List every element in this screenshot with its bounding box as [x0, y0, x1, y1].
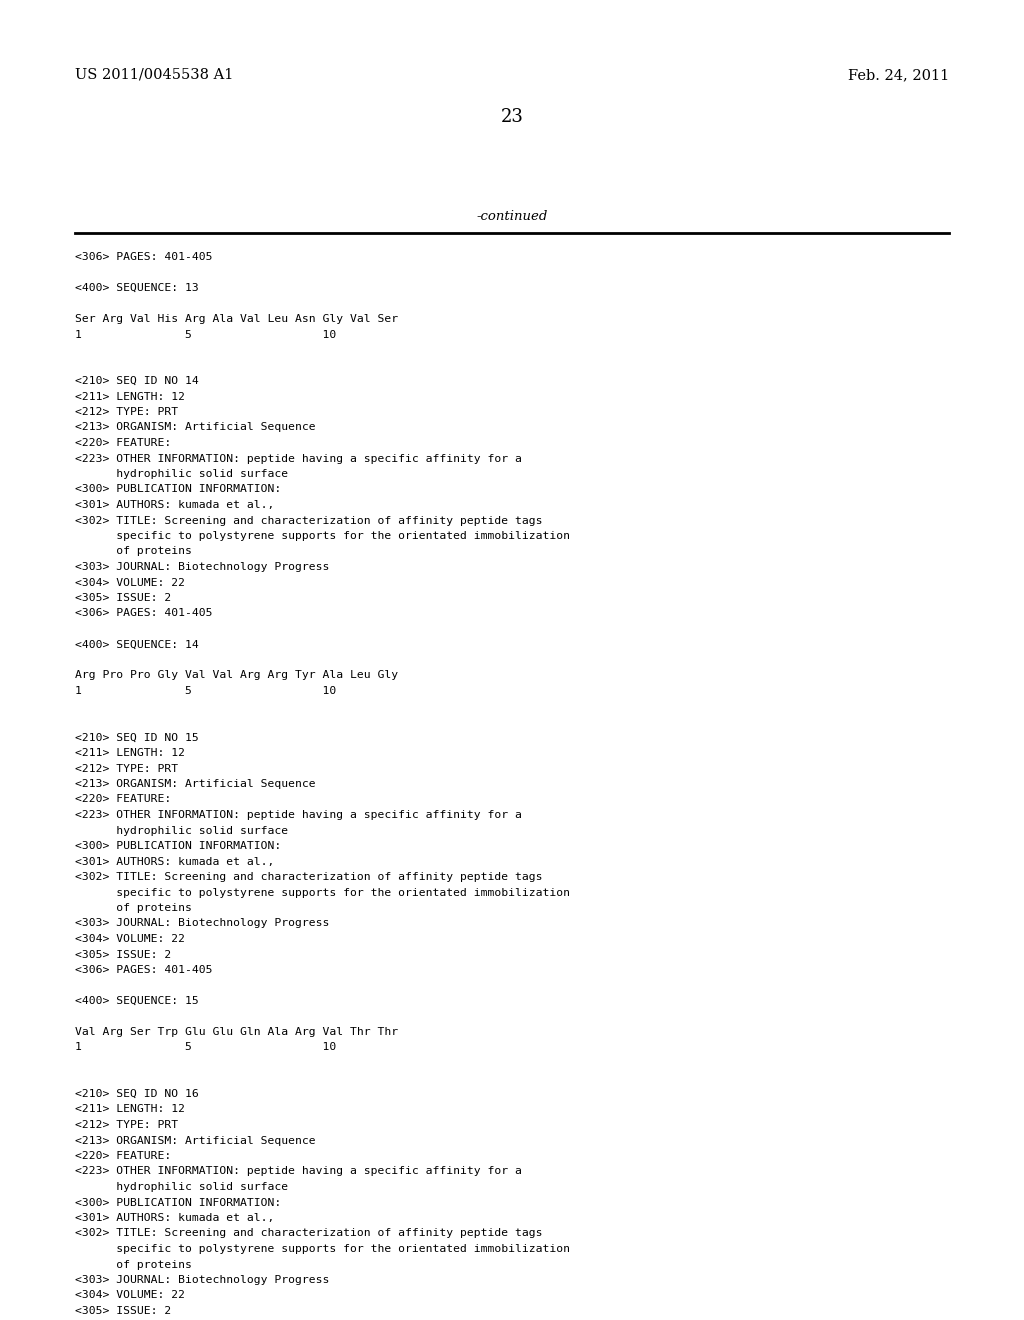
Text: <301> AUTHORS: kumada et al.,: <301> AUTHORS: kumada et al.,: [75, 857, 274, 866]
Text: 1               5                   10: 1 5 10: [75, 686, 336, 696]
Text: <300> PUBLICATION INFORMATION:: <300> PUBLICATION INFORMATION:: [75, 841, 282, 851]
Text: US 2011/0045538 A1: US 2011/0045538 A1: [75, 69, 233, 82]
Text: <212> TYPE: PRT: <212> TYPE: PRT: [75, 407, 178, 417]
Text: of proteins: of proteins: [75, 546, 191, 557]
Text: <210> SEQ ID NO 15: <210> SEQ ID NO 15: [75, 733, 199, 742]
Text: <223> OTHER INFORMATION: peptide having a specific affinity for a: <223> OTHER INFORMATION: peptide having …: [75, 810, 522, 820]
Text: <305> ISSUE: 2: <305> ISSUE: 2: [75, 1305, 171, 1316]
Text: <302> TITLE: Screening and characterization of affinity peptide tags: <302> TITLE: Screening and characterizat…: [75, 516, 543, 525]
Text: Val Arg Ser Trp Glu Glu Gln Ala Arg Val Thr Thr: Val Arg Ser Trp Glu Glu Gln Ala Arg Val …: [75, 1027, 398, 1038]
Text: <304> VOLUME: 22: <304> VOLUME: 22: [75, 1291, 185, 1300]
Text: <302> TITLE: Screening and characterization of affinity peptide tags: <302> TITLE: Screening and characterizat…: [75, 1229, 543, 1238]
Text: specific to polystyrene supports for the orientated immobilization: specific to polystyrene supports for the…: [75, 887, 570, 898]
Text: <305> ISSUE: 2: <305> ISSUE: 2: [75, 593, 171, 603]
Text: <300> PUBLICATION INFORMATION:: <300> PUBLICATION INFORMATION:: [75, 484, 282, 495]
Text: <211> LENGTH: 12: <211> LENGTH: 12: [75, 392, 185, 401]
Text: 23: 23: [501, 108, 523, 125]
Text: <303> JOURNAL: Biotechnology Progress: <303> JOURNAL: Biotechnology Progress: [75, 562, 330, 572]
Text: <210> SEQ ID NO 14: <210> SEQ ID NO 14: [75, 376, 199, 385]
Text: <300> PUBLICATION INFORMATION:: <300> PUBLICATION INFORMATION:: [75, 1197, 282, 1208]
Text: <305> ISSUE: 2: <305> ISSUE: 2: [75, 949, 171, 960]
Text: <223> OTHER INFORMATION: peptide having a specific affinity for a: <223> OTHER INFORMATION: peptide having …: [75, 1167, 522, 1176]
Text: <301> AUTHORS: kumada et al.,: <301> AUTHORS: kumada et al.,: [75, 1213, 274, 1224]
Text: <302> TITLE: Screening and characterization of affinity peptide tags: <302> TITLE: Screening and characterizat…: [75, 873, 543, 882]
Text: <211> LENGTH: 12: <211> LENGTH: 12: [75, 748, 185, 758]
Text: <213> ORGANISM: Artificial Sequence: <213> ORGANISM: Artificial Sequence: [75, 779, 315, 789]
Text: <301> AUTHORS: kumada et al.,: <301> AUTHORS: kumada et al.,: [75, 500, 274, 510]
Text: <223> OTHER INFORMATION: peptide having a specific affinity for a: <223> OTHER INFORMATION: peptide having …: [75, 454, 522, 463]
Text: <306> PAGES: 401-405: <306> PAGES: 401-405: [75, 965, 213, 975]
Text: of proteins: of proteins: [75, 903, 191, 913]
Text: <213> ORGANISM: Artificial Sequence: <213> ORGANISM: Artificial Sequence: [75, 1135, 315, 1146]
Text: hydrophilic solid surface: hydrophilic solid surface: [75, 1181, 288, 1192]
Text: <220> FEATURE:: <220> FEATURE:: [75, 1151, 171, 1162]
Text: -continued: -continued: [476, 210, 548, 223]
Text: hydrophilic solid surface: hydrophilic solid surface: [75, 825, 288, 836]
Text: <211> LENGTH: 12: <211> LENGTH: 12: [75, 1105, 185, 1114]
Text: specific to polystyrene supports for the orientated immobilization: specific to polystyrene supports for the…: [75, 531, 570, 541]
Text: <220> FEATURE:: <220> FEATURE:: [75, 795, 171, 804]
Text: hydrophilic solid surface: hydrophilic solid surface: [75, 469, 288, 479]
Text: Ser Arg Val His Arg Ala Val Leu Asn Gly Val Ser: Ser Arg Val His Arg Ala Val Leu Asn Gly …: [75, 314, 398, 323]
Text: <212> TYPE: PRT: <212> TYPE: PRT: [75, 1119, 178, 1130]
Text: Arg Pro Pro Gly Val Val Arg Arg Tyr Ala Leu Gly: Arg Pro Pro Gly Val Val Arg Arg Tyr Ala …: [75, 671, 398, 681]
Text: specific to polystyrene supports for the orientated immobilization: specific to polystyrene supports for the…: [75, 1243, 570, 1254]
Text: <303> JOURNAL: Biotechnology Progress: <303> JOURNAL: Biotechnology Progress: [75, 919, 330, 928]
Text: <213> ORGANISM: Artificial Sequence: <213> ORGANISM: Artificial Sequence: [75, 422, 315, 433]
Text: <400> SEQUENCE: 15: <400> SEQUENCE: 15: [75, 997, 199, 1006]
Text: <306> PAGES: 401-405: <306> PAGES: 401-405: [75, 252, 213, 261]
Text: <306> PAGES: 401-405: <306> PAGES: 401-405: [75, 609, 213, 619]
Text: <400> SEQUENCE: 13: <400> SEQUENCE: 13: [75, 282, 199, 293]
Text: <400> SEQUENCE: 14: <400> SEQUENCE: 14: [75, 639, 199, 649]
Text: <303> JOURNAL: Biotechnology Progress: <303> JOURNAL: Biotechnology Progress: [75, 1275, 330, 1284]
Text: <304> VOLUME: 22: <304> VOLUME: 22: [75, 935, 185, 944]
Text: <212> TYPE: PRT: <212> TYPE: PRT: [75, 763, 178, 774]
Text: <304> VOLUME: 22: <304> VOLUME: 22: [75, 578, 185, 587]
Text: 1               5                   10: 1 5 10: [75, 1043, 336, 1052]
Text: of proteins: of proteins: [75, 1259, 191, 1270]
Text: <220> FEATURE:: <220> FEATURE:: [75, 438, 171, 447]
Text: 1               5                   10: 1 5 10: [75, 330, 336, 339]
Text: <210> SEQ ID NO 16: <210> SEQ ID NO 16: [75, 1089, 199, 1100]
Text: Feb. 24, 2011: Feb. 24, 2011: [848, 69, 949, 82]
